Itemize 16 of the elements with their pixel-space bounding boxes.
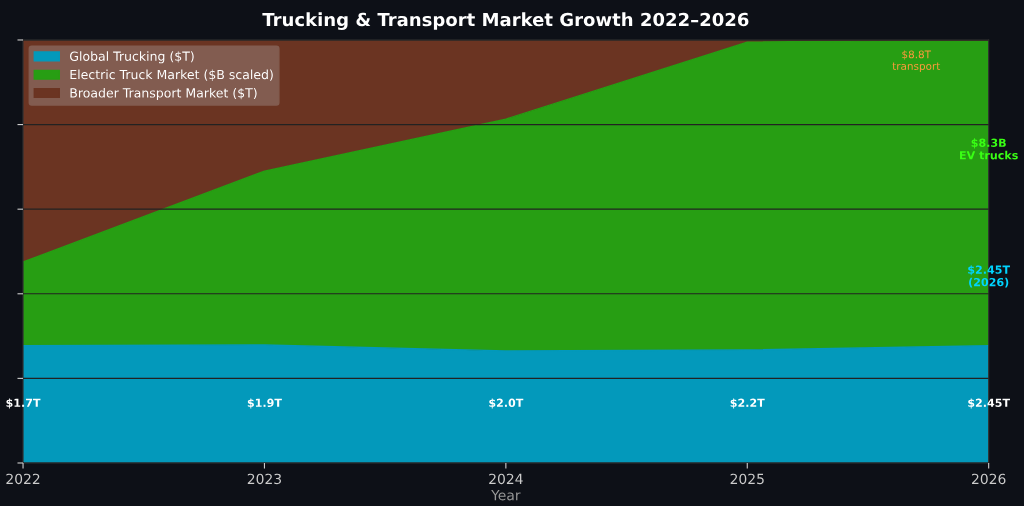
legend-label: Broader Transport Market ($T) <box>70 87 257 101</box>
chart-title: Trucking & Transport Market Growth 2022–2026 <box>262 12 749 30</box>
legend-label: Global Trucking ($T) <box>69 51 194 64</box>
annotation: $2.2T <box>730 398 765 409</box>
x-axis-title: Year <box>491 490 521 501</box>
x-tick-label: 2026 <box>972 473 1006 485</box>
annotation: $1.9T <box>247 398 282 409</box>
x-tick-label: 2025 <box>730 473 764 485</box>
annotation: $1.7T <box>6 398 41 409</box>
legend-label: Electric Truck Market ($B scaled) <box>70 69 273 81</box>
x-tick-label: 2024 <box>489 473 523 485</box>
annotation: $2.0T <box>489 398 524 409</box>
annotation: $2.45T (2026) <box>968 265 1010 288</box>
x-tick-label: 2022 <box>6 473 40 485</box>
annotation: $8.8T transport <box>892 50 941 72</box>
x-tick-label: 2023 <box>247 473 282 485</box>
